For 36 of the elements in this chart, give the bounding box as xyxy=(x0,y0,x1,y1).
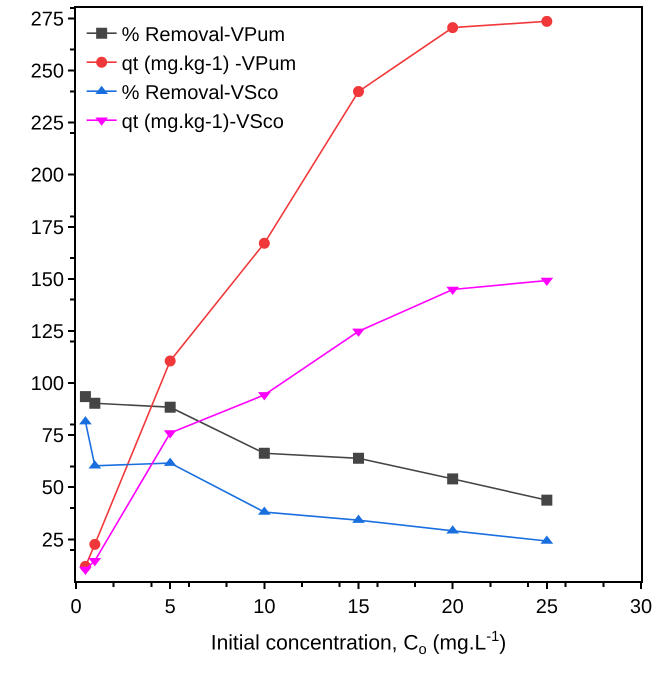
point xyxy=(353,452,364,464)
x-tick-label: 0 xyxy=(70,596,82,618)
x-tick-label: 30 xyxy=(630,596,652,618)
point xyxy=(89,538,100,550)
y-tick-label: 250 xyxy=(30,60,64,83)
y-tick-label: 125 xyxy=(30,320,64,343)
y-tick-label: 150 xyxy=(30,268,64,291)
point xyxy=(164,355,176,366)
y-tick-label: 200 xyxy=(30,164,64,187)
point xyxy=(164,402,176,413)
point xyxy=(80,391,91,402)
y-tick-label: 100 xyxy=(30,373,64,396)
legend-label: qt (mg.kg-1)-VSco xyxy=(122,111,284,134)
legend-label: % Removal-VPum xyxy=(122,24,286,46)
y-tick-label: 25 xyxy=(42,529,64,552)
point xyxy=(447,473,458,484)
point xyxy=(541,16,552,27)
point xyxy=(353,86,364,98)
point xyxy=(258,238,270,249)
y-tick-label: 225 xyxy=(30,112,64,135)
x-tick-label: 10 xyxy=(253,596,276,618)
y-tick-label: 50 xyxy=(42,477,64,500)
point xyxy=(258,448,270,459)
y-tick-label: 175 xyxy=(30,216,64,239)
y-tick-label: 75 xyxy=(42,425,64,448)
x-tick-label: 25 xyxy=(536,596,558,618)
legend-label: % Removal-VSco xyxy=(122,82,278,104)
x-tick-label: 15 xyxy=(347,596,370,618)
legend-label: qt (mg.kg-1) -VPum xyxy=(122,53,296,76)
x-tick-label: 5 xyxy=(164,596,176,618)
point xyxy=(89,398,100,409)
point xyxy=(447,22,458,34)
x-tick-label: 20 xyxy=(442,596,464,618)
point xyxy=(541,494,552,506)
y-tick-label: 275 xyxy=(30,8,64,30)
x-axis-title: Initial concentration, C$_{o}$ (mg.L$^{-1}$) xyxy=(210,628,506,658)
